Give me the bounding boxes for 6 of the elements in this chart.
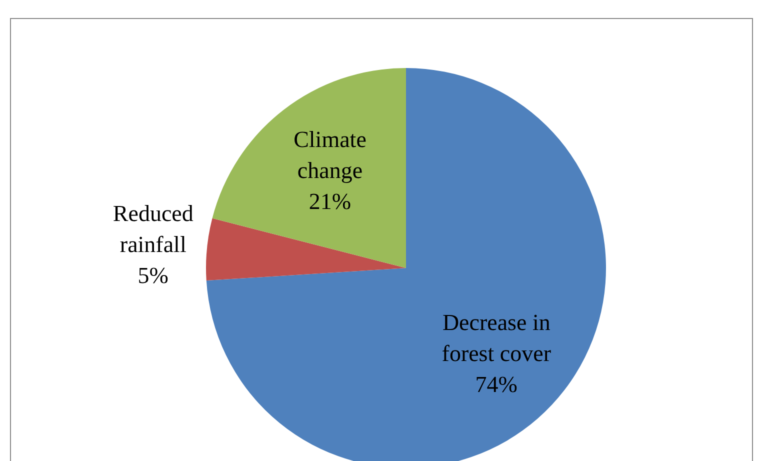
data-label: 5% <box>138 262 168 288</box>
slice-label: Climate change <box>294 126 366 183</box>
data-label: 21% <box>308 188 352 214</box>
slice-label: Decrease in forest cover <box>442 309 552 366</box>
data-label: 74% <box>475 371 518 396</box>
slice-label: Reduced rainfall <box>112 200 194 257</box>
